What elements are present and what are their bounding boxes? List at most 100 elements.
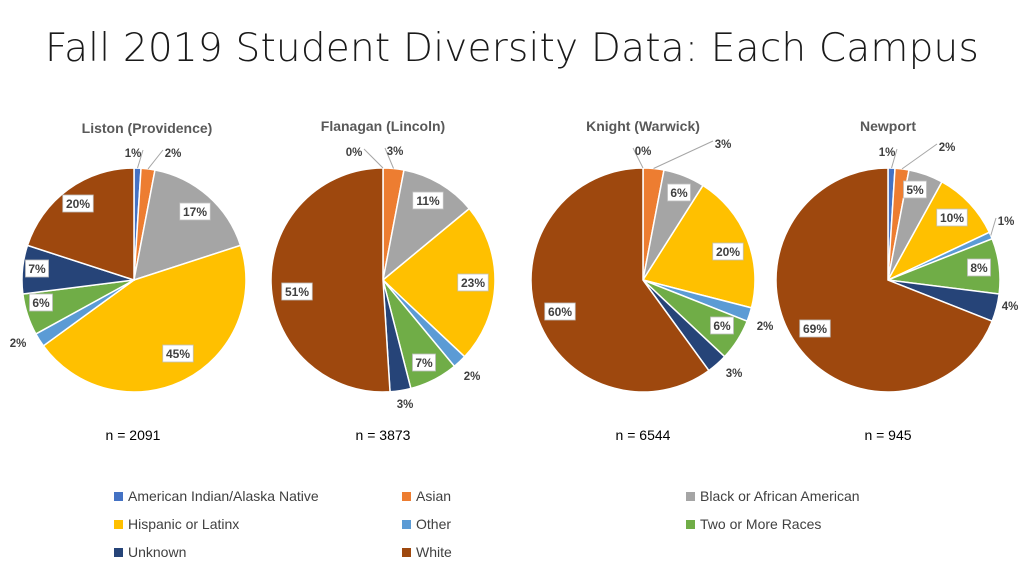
pie-chart: Knight (Warwick) 0% 3% 6% 20% 2% 6% 3% 60% n = 65… bbox=[530, 118, 774, 443]
chart-title: Newport bbox=[860, 118, 916, 134]
data-label: 10% bbox=[940, 211, 964, 225]
data-label: 20% bbox=[66, 197, 90, 211]
legend-label: White bbox=[416, 544, 452, 560]
data-label-box bbox=[967, 258, 991, 277]
data-label-box bbox=[799, 319, 831, 338]
data-label-box bbox=[25, 259, 49, 278]
legend: American Indian/Alaska Native Asian Black … bbox=[0, 484, 1024, 572]
legend-swatch bbox=[114, 547, 123, 557]
data-label: 4% bbox=[1002, 301, 1019, 313]
pie-chart: Newport 1% 2% 5% 10% 1% 8% 4% 69% n = 945 bbox=[775, 118, 1019, 443]
data-label-box bbox=[667, 183, 691, 202]
data-label: 6% bbox=[670, 186, 688, 200]
data-label: 6% bbox=[32, 296, 50, 310]
data-label-box bbox=[412, 353, 436, 372]
data-label-box bbox=[412, 191, 444, 210]
data-label-box bbox=[179, 202, 211, 221]
label-leader-line bbox=[137, 149, 144, 169]
data-label: 17% bbox=[183, 205, 207, 219]
data-label: 60% bbox=[548, 305, 572, 319]
pie-slice-white bbox=[270, 167, 391, 393]
data-label: 2% bbox=[939, 142, 956, 154]
data-label: 3% bbox=[726, 368, 743, 380]
data-label: 1% bbox=[879, 147, 896, 159]
pie-slice-hispanic-or-latinx bbox=[42, 244, 247, 393]
data-label: 23% bbox=[461, 276, 485, 290]
sample-size-label: n = 945 bbox=[864, 427, 911, 443]
data-label: 8% bbox=[970, 261, 988, 275]
data-label-box bbox=[544, 302, 576, 321]
label-leader-line bbox=[901, 143, 938, 170]
data-label: 45% bbox=[166, 347, 190, 361]
label-leader-line bbox=[653, 140, 714, 169]
label-leader-line bbox=[990, 217, 997, 236]
data-label: 0% bbox=[346, 147, 363, 159]
data-label: 6% bbox=[713, 319, 731, 333]
data-label: 2% bbox=[464, 371, 481, 383]
pie-chart: Flanagan (Lincoln) 0% 3% 11% 23% 2% 7% 3% 51% n =… bbox=[270, 118, 496, 443]
chart-title: Liston (Providence) bbox=[82, 120, 213, 136]
data-label-box bbox=[62, 194, 94, 213]
data-label: 2% bbox=[10, 338, 27, 350]
data-label-box bbox=[903, 180, 927, 199]
data-label: 7% bbox=[415, 356, 433, 370]
data-label: 3% bbox=[715, 139, 732, 151]
label-leader-line bbox=[363, 148, 384, 169]
chart-title: Flanagan (Lincoln) bbox=[321, 118, 445, 134]
pie-slice-hispanic-or-latinx bbox=[641, 184, 756, 309]
legend-label: Other bbox=[416, 516, 452, 532]
data-label: 1% bbox=[125, 148, 142, 160]
chart-title: Knight (Warwick) bbox=[586, 118, 700, 134]
pie-charts-area: Liston (Providence) 1% 2% 17% 45% 2% 6% 7% 20% n … bbox=[10, 118, 1019, 443]
data-label-box bbox=[29, 293, 53, 312]
pie-slice-black-or-african-american bbox=[133, 169, 242, 282]
data-label: 20% bbox=[716, 245, 740, 259]
label-leader-line bbox=[891, 148, 898, 169]
legend-swatch bbox=[114, 519, 123, 529]
label-leader-line bbox=[147, 149, 164, 170]
legend-item: Unknown bbox=[114, 544, 186, 560]
data-label-box bbox=[710, 316, 734, 335]
legend-label: American Indian/Alaska Native bbox=[128, 488, 319, 504]
legend-swatch bbox=[402, 547, 411, 557]
legend-swatch bbox=[686, 519, 695, 529]
sample-size-label: n = 2091 bbox=[106, 427, 161, 443]
legend-swatch bbox=[402, 491, 411, 501]
data-label: 69% bbox=[803, 322, 827, 336]
legend-item: Black or African American bbox=[686, 488, 860, 504]
data-label: 7% bbox=[28, 262, 46, 276]
pie-slice-white bbox=[530, 167, 710, 393]
legend-swatch bbox=[686, 491, 695, 501]
data-label: 51% bbox=[285, 285, 309, 299]
legend-label: Asian bbox=[416, 488, 452, 504]
slide-title: Fall 2019 Student Diversity Data: Each C… bbox=[45, 26, 979, 71]
data-label: 11% bbox=[416, 194, 440, 208]
pie-slices bbox=[530, 167, 756, 393]
legend-item: Asian bbox=[402, 488, 451, 504]
legend-item: Hispanic or Latinx bbox=[114, 516, 239, 532]
data-label-box bbox=[457, 273, 489, 292]
data-label: 5% bbox=[906, 183, 924, 197]
legend-swatch bbox=[402, 519, 411, 529]
legend-label: Unknown bbox=[128, 544, 187, 560]
pie-slices bbox=[270, 167, 496, 393]
pie-slice-black-or-african-american bbox=[381, 169, 471, 282]
data-label: 2% bbox=[165, 148, 182, 160]
legend-item: Other bbox=[402, 516, 451, 532]
data-label: 2% bbox=[757, 321, 774, 333]
data-label-box bbox=[712, 242, 744, 261]
pie-slices bbox=[21, 167, 247, 393]
pie-chart: Liston (Providence) 1% 2% 17% 45% 2% 6% 7% 20% n … bbox=[10, 120, 247, 443]
pie-slices bbox=[775, 167, 1001, 393]
legend-label: Two or More Races bbox=[700, 516, 822, 532]
label-leader-line bbox=[384, 147, 395, 169]
legend-item: American Indian/Alaska Native bbox=[114, 488, 319, 504]
data-label: 0% bbox=[635, 146, 652, 158]
pie-slice-white bbox=[26, 167, 135, 282]
legend-item: White bbox=[402, 544, 452, 560]
legend-item: Two or More Races bbox=[686, 516, 821, 532]
pie-slice-hispanic-or-latinx bbox=[381, 207, 496, 358]
data-label: 3% bbox=[397, 399, 414, 411]
data-label-box bbox=[162, 344, 194, 363]
data-label: 1% bbox=[998, 216, 1015, 228]
